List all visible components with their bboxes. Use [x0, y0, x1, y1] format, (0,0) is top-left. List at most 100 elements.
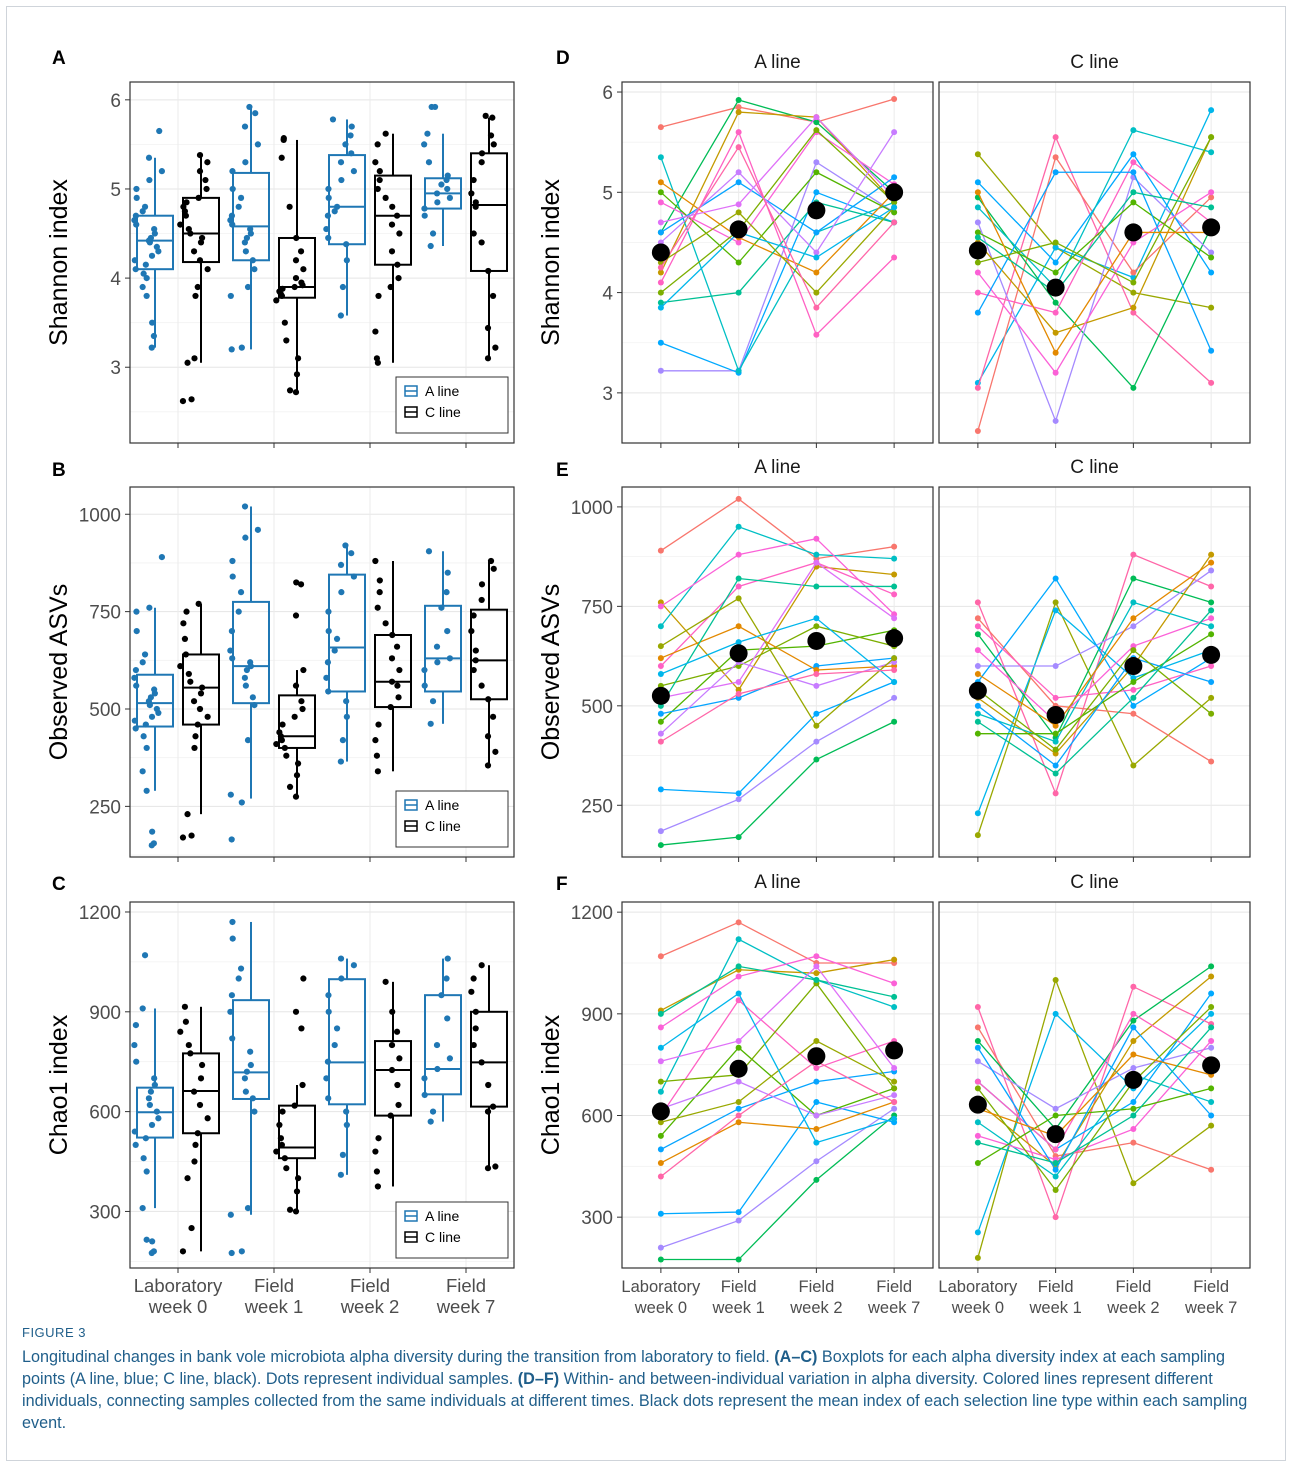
data-point: [388, 655, 396, 662]
individual-line: [660, 526, 895, 627]
individual-point: [657, 828, 664, 835]
individual-line: [660, 1060, 895, 1178]
facet-label: A line: [754, 52, 800, 73]
mean-point: [729, 644, 748, 663]
data-point: [235, 975, 242, 982]
individual-point: [735, 997, 742, 1004]
individual-line: [977, 649, 1212, 751]
data-point: [478, 962, 485, 969]
individual-line: [660, 965, 895, 1069]
mean-point: [651, 243, 670, 262]
individual-point: [657, 786, 664, 793]
data-point: [376, 577, 383, 584]
x-tick-label: week 1: [1028, 1299, 1081, 1317]
x-tick-label: week 7: [436, 1296, 496, 1317]
data-point: [427, 720, 434, 727]
data-point: [325, 1008, 332, 1015]
individual-point: [1130, 686, 1137, 693]
individual-point: [1130, 1098, 1137, 1105]
data-point: [241, 1075, 248, 1082]
individual-point: [1208, 615, 1215, 622]
data-point: [241, 674, 248, 681]
data-point: [434, 199, 441, 206]
individual-point: [657, 663, 664, 670]
data-point: [183, 608, 190, 615]
data-point: [470, 666, 477, 674]
individual-point: [1208, 249, 1215, 256]
data-point: [133, 628, 140, 635]
data-point: [325, 992, 332, 999]
data-point: [293, 234, 300, 242]
y-axis-label: Shannon index: [45, 179, 73, 346]
mean-point: [1046, 278, 1065, 297]
data-point: [372, 159, 379, 166]
individual-point: [657, 289, 664, 296]
individual-point: [1208, 631, 1215, 638]
data-point: [339, 1151, 347, 1158]
x-tick-label: Laboratory: [134, 1275, 223, 1296]
box-body: [470, 608, 508, 701]
data-point: [182, 1018, 189, 1025]
mean-point: [1202, 1056, 1221, 1075]
box-body: [328, 978, 366, 1106]
individual-line: [977, 985, 1212, 1220]
data-point: [478, 239, 485, 246]
individual-point: [1052, 1166, 1059, 1173]
mean-point: [968, 241, 987, 260]
individual-line: [977, 171, 1212, 352]
data-point: [298, 1025, 305, 1032]
data-point: [374, 604, 381, 611]
individual-point: [657, 1010, 664, 1017]
data-point: [198, 234, 206, 242]
individual-point: [974, 219, 981, 226]
individual-point: [974, 1085, 981, 1092]
data-point: [143, 787, 150, 794]
individual-point: [1208, 694, 1215, 701]
data-point: [376, 589, 383, 596]
data-point: [188, 396, 195, 403]
individual-point: [735, 495, 742, 502]
individual-line: [660, 681, 895, 795]
individual-point: [1052, 1010, 1059, 1017]
individual-point: [1208, 710, 1215, 717]
data-point: [424, 130, 431, 137]
individual-point: [657, 655, 664, 662]
data-point: [185, 225, 192, 233]
individual-point: [1208, 567, 1215, 574]
individual-point: [1208, 1085, 1215, 1092]
data-point: [427, 242, 434, 250]
data-point: [293, 371, 301, 378]
individual-point: [891, 591, 898, 598]
data-point: [227, 791, 234, 798]
individual-point: [1052, 607, 1059, 614]
individual-point: [1052, 1105, 1059, 1112]
individual-point: [974, 1078, 981, 1085]
data-point: [434, 659, 441, 666]
individual-point: [735, 623, 742, 630]
data-point: [244, 737, 252, 744]
individual-point: [657, 710, 664, 717]
x-tick-label: Field: [798, 1278, 834, 1296]
individual-point: [1208, 1122, 1215, 1129]
individual-point: [813, 1098, 820, 1105]
individual-point: [974, 179, 981, 186]
data-point: [273, 297, 280, 304]
data-point: [325, 234, 332, 242]
individual-point: [735, 990, 742, 997]
y-tick-label: 4: [602, 284, 613, 305]
data-point: [196, 151, 204, 159]
individual-point: [657, 730, 664, 737]
mean-point: [807, 1047, 826, 1066]
data-point: [194, 283, 201, 291]
data-point: [434, 1065, 441, 1073]
data-point: [337, 955, 345, 962]
individual-line: [660, 1080, 895, 1117]
data-point: [139, 1205, 146, 1212]
data-point: [489, 713, 497, 720]
data-point: [278, 154, 285, 161]
data-point: [470, 1041, 477, 1049]
data-point: [444, 628, 451, 635]
data-point: [443, 589, 450, 596]
data-point: [333, 1025, 341, 1032]
data-point: [133, 194, 140, 201]
